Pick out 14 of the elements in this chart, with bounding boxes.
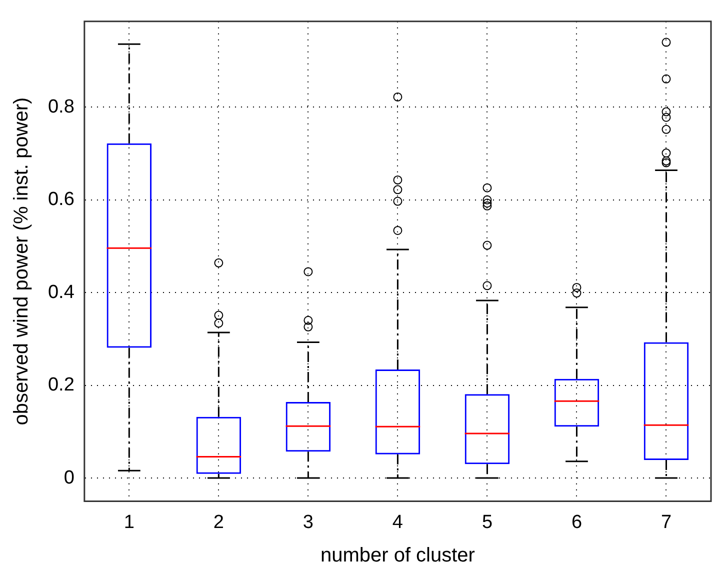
x-tick-label: 7 (660, 512, 672, 533)
x-tick-label: 4 (392, 512, 404, 533)
y-tick-label: 0.4 (48, 282, 75, 303)
y-axis-title: observed wind power (% inst. power) (10, 97, 33, 426)
y-tick-label: 0.8 (48, 96, 74, 118)
y-tick-label: 0.6 (48, 189, 74, 210)
x-tick-label: 2 (213, 512, 224, 533)
x-tick-label: 1 (124, 512, 134, 533)
y-tick-label: 0 (64, 467, 74, 488)
x-tick-label: 5 (482, 512, 493, 533)
x-tick-label: 6 (571, 512, 582, 533)
y-tick-label: 0.2 (48, 374, 74, 396)
x-tick-label: 3 (302, 512, 314, 533)
x-axis-title: number of cluster (320, 544, 476, 567)
